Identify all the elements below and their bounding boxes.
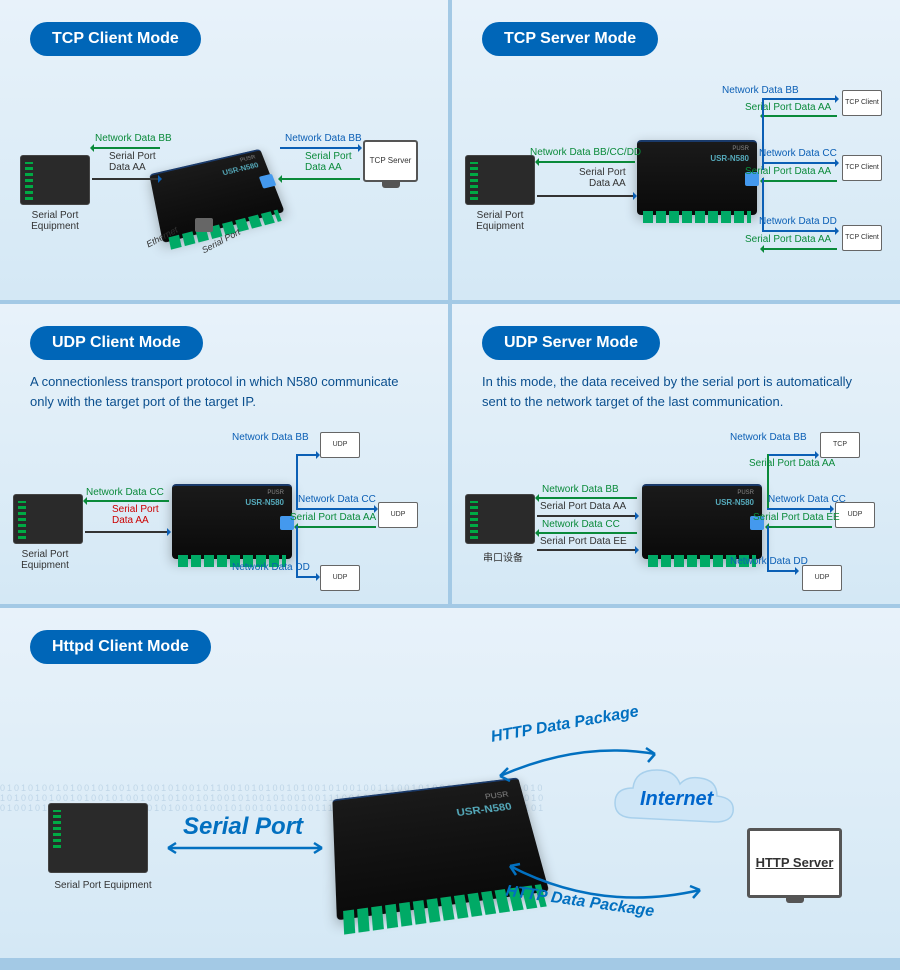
- udp-box: UDP: [378, 502, 418, 528]
- arrow: [296, 508, 376, 510]
- arrow: [296, 526, 376, 528]
- arrow: [767, 570, 797, 572]
- lbl: Network Data BB: [232, 432, 309, 443]
- panel-tcp-client: TCP Client Mode Serial Port Equipment TC…: [0, 0, 448, 300]
- device-n580: [642, 484, 762, 559]
- plc-label: 串口设备: [468, 549, 538, 564]
- panel-udp-server: UDP Server Mode In this mode, the data r…: [452, 304, 900, 604]
- client-box: TCP Client: [842, 90, 882, 116]
- panel-tcp-server: TCP Server Mode Serial Port Equipment TC…: [452, 0, 900, 300]
- serial-port-label: Serial Port: [183, 813, 303, 841]
- arrow: [767, 526, 769, 570]
- arrow: [296, 454, 318, 456]
- title-httpd: Httpd Client Mode: [30, 630, 211, 664]
- arrow: [767, 526, 832, 528]
- lbl: Network Data BB: [542, 484, 619, 495]
- udp-box: UDP: [802, 565, 842, 591]
- lbl: Network Data CC: [768, 494, 846, 505]
- plc-label: Serial Port Equipment: [465, 210, 535, 232]
- lbl-nbb2: Network Data BB: [285, 133, 362, 144]
- http-server-monitor: HTTP Server: [747, 828, 842, 898]
- lbl: Serial Port Data AA: [290, 512, 376, 523]
- title-tcp-server: TCP Server Mode: [482, 22, 658, 56]
- plc-device: [465, 155, 535, 205]
- arrow: [280, 178, 360, 180]
- arrow: [280, 147, 360, 149]
- arrow: [296, 576, 318, 578]
- udp-box: UDP: [320, 432, 360, 458]
- title-udp-server: UDP Server Mode: [482, 326, 660, 360]
- arrow: [762, 180, 837, 182]
- device-n580: [637, 140, 757, 215]
- panel-udp-client: UDP Client Mode A connectionless transpo…: [0, 304, 448, 604]
- lbl: Network Data BB: [730, 432, 807, 443]
- arrow: [762, 115, 837, 117]
- lbl: Serial Port Data AA: [540, 501, 626, 512]
- lbl: Network Data CC: [298, 494, 376, 505]
- plc-device: [13, 494, 83, 544]
- lbl-spaa2: Serial Port Data AA: [305, 151, 352, 173]
- lbl: Serial Port Data EE: [753, 512, 840, 523]
- arrow: [85, 500, 169, 502]
- device-n580: [172, 484, 292, 559]
- curved-arrow: [500, 858, 710, 918]
- arrow: [537, 532, 637, 534]
- plc-device: [48, 803, 148, 873]
- lbl: Serial Port Data EE: [540, 536, 627, 547]
- lbl: Serial Port Data AA: [745, 166, 831, 177]
- arrow: [537, 161, 635, 163]
- tcp-box: TCP: [820, 432, 860, 458]
- plc-device: [465, 494, 535, 544]
- lbl: Serial Port Data AA: [745, 234, 831, 245]
- arrow: [92, 178, 160, 180]
- lbl-spaa: Serial Port Data AA: [109, 151, 156, 173]
- lbl: Network Data CC: [759, 148, 837, 159]
- arrow: [767, 454, 817, 456]
- client-box: TCP Client: [842, 225, 882, 251]
- lbl: Network Data BB/CC/DD: [530, 147, 641, 158]
- double-arrow: [160, 840, 330, 856]
- plc-label: Serial Port Equipment: [20, 210, 90, 232]
- lbl: Serial PortData AA: [112, 504, 159, 526]
- arrow: [762, 248, 837, 250]
- arrow: [92, 147, 160, 149]
- arrow: [767, 508, 832, 510]
- arrow: [537, 497, 637, 499]
- arrow: [762, 178, 764, 230]
- arrow: [762, 98, 764, 170]
- plc-device: [20, 155, 90, 205]
- lbl: Serial Port Data AA: [749, 458, 835, 469]
- plc-label: Serial Port Equipment: [10, 549, 80, 571]
- desc-udp-client: A connectionless transport protocol in w…: [30, 372, 418, 411]
- lbl: Network Data CC: [542, 519, 620, 530]
- lbl: Network Data CC: [86, 487, 164, 498]
- arrow: [762, 230, 837, 232]
- internet-label: Internet: [640, 788, 713, 811]
- arrow: [85, 531, 169, 533]
- udp-box: UDP: [320, 565, 360, 591]
- plc-label: Serial Port Equipment: [48, 880, 158, 891]
- lbl: Serial Port Data AA: [579, 167, 626, 189]
- tcp-server-monitor: TCP Server: [363, 140, 418, 182]
- title-tcp-client: TCP Client Mode: [30, 22, 201, 56]
- lbl: Network Data DD: [759, 216, 837, 227]
- arrow: [762, 162, 837, 164]
- lbl: Network Data DD: [232, 562, 310, 573]
- client-box: TCP Client: [842, 155, 882, 181]
- arrow: [537, 549, 637, 551]
- arrow: [762, 98, 837, 100]
- udp-box: UDP: [835, 502, 875, 528]
- lbl-nbb: Network Data BB: [95, 133, 172, 144]
- desc-udp-server: In this mode, the data received by the s…: [482, 372, 870, 411]
- arrow: [537, 515, 637, 517]
- panel-httpd-client: Httpd Client Mode 0101010010100101001010…: [0, 608, 900, 958]
- connector-icon: [195, 218, 213, 232]
- arrow: [537, 195, 635, 197]
- lbl: Network Data BB: [722, 85, 799, 96]
- arrow: [296, 526, 298, 576]
- title-udp-client: UDP Client Mode: [30, 326, 203, 360]
